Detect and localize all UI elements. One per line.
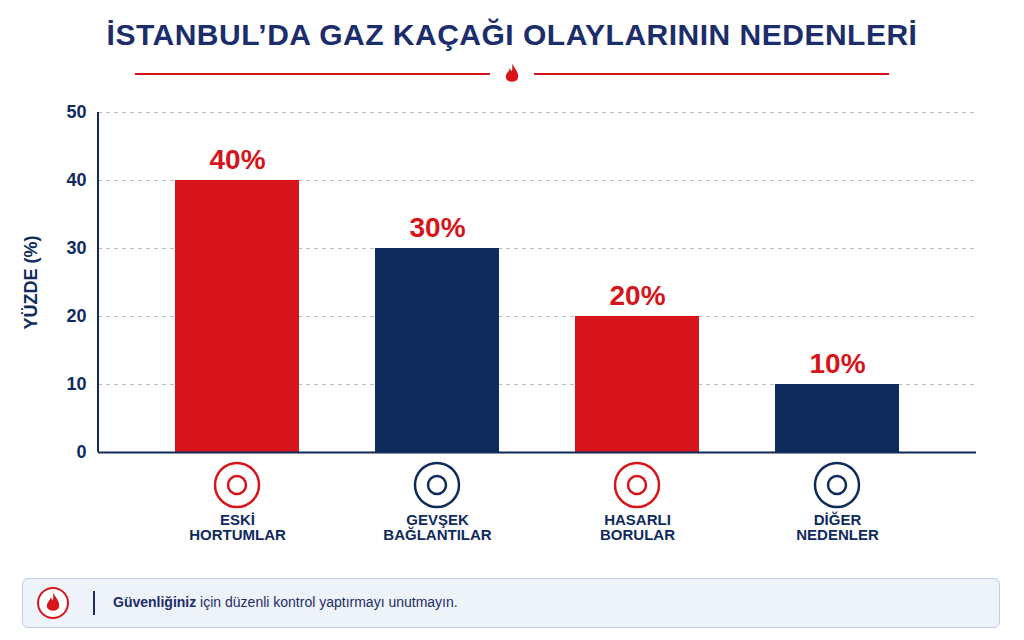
svg-text:ESKİHORTUMLAR: ESKİHORTUMLAR — [189, 511, 286, 543]
svg-text:YÜZDE (%): YÜZDE (%) — [21, 235, 41, 329]
svg-text:50: 50 — [66, 102, 86, 122]
svg-text:GEVŞEKBAĞLANTILAR: GEVŞEKBAĞLANTILAR — [383, 511, 491, 543]
svg-text:30: 30 — [66, 238, 86, 258]
svg-text:HASARLIBORULAR: HASARLIBORULAR — [600, 511, 675, 543]
svg-text:10: 10 — [66, 374, 86, 394]
svg-text:20%: 20% — [609, 280, 665, 311]
svg-text:20: 20 — [66, 306, 86, 326]
svg-text:40%: 40% — [209, 144, 265, 175]
svg-text:DİĞERNEDENLER: DİĞERNEDENLER — [796, 511, 879, 543]
html-text:Güvenliğiniz için düzenli kont: Güvenliğiniz için düzenli kontrol yaptır… — [113, 594, 458, 610]
svg-text:10%: 10% — [809, 348, 865, 379]
svg-text:0: 0 — [76, 442, 86, 462]
svg-text:40: 40 — [66, 170, 86, 190]
html-text:İSTANBUL’DA GAZ KAÇAĞI OLAYLAR: İSTANBUL’DA GAZ KAÇAĞI OLAYLARININ NEDEN… — [106, 18, 918, 51]
svg-text:30%: 30% — [409, 212, 465, 243]
